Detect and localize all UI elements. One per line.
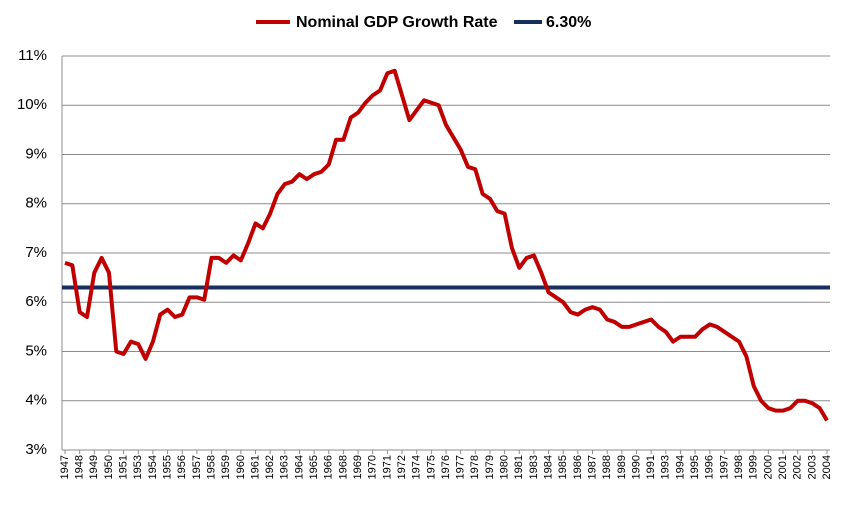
x-tick-label: 1948 <box>74 455 86 479</box>
x-tick-label: 1964 <box>293 455 305 479</box>
x-tick-label: 1998 <box>733 455 745 479</box>
y-tick-label: 3% <box>25 441 47 458</box>
y-tick-label: 4% <box>25 392 47 409</box>
x-tick-label: 1968 <box>337 455 349 479</box>
x-tick-label: 1977 <box>455 455 467 479</box>
x-tick-label: 1976 <box>440 455 452 479</box>
x-tick-label: 1947 <box>59 455 71 479</box>
x-tick-label: 1983 <box>528 455 540 479</box>
x-tick-label: 1971 <box>381 455 393 479</box>
x-tick-label: 1988 <box>601 455 613 479</box>
x-tick-label: 1995 <box>689 455 701 479</box>
x-tick-label: 1978 <box>469 455 481 479</box>
x-tick-label: 1979 <box>484 455 496 479</box>
legend-label: 6.30% <box>546 14 591 31</box>
x-tick-label: 1996 <box>704 455 716 479</box>
x-tick-label: 1987 <box>586 455 598 479</box>
x-tick-label: 1985 <box>557 455 569 479</box>
x-tick-label: 1981 <box>513 455 525 479</box>
x-tick-label: 1999 <box>748 455 760 479</box>
x-tick-label: 1951 <box>118 455 130 479</box>
x-tick-label: 1959 <box>220 455 232 479</box>
y-tick-label: 11% <box>18 47 47 64</box>
legend-label: Nominal GDP Growth Rate <box>296 14 498 31</box>
x-tick-label: 1989 <box>616 455 628 479</box>
x-tick-label: 1962 <box>264 455 276 479</box>
x-tick-label: 1994 <box>674 455 686 479</box>
y-tick-label: 7% <box>25 244 47 261</box>
x-tick-label: 1957 <box>191 455 203 479</box>
x-tick-label: 1997 <box>718 455 730 479</box>
x-tick-label: 1991 <box>645 455 657 479</box>
x-tick-label: 1980 <box>499 455 511 479</box>
x-tick-label: 1955 <box>161 455 173 479</box>
x-tick-label: 1958 <box>205 455 217 479</box>
x-tick-label: 1969 <box>352 455 364 479</box>
x-tick-label: 1965 <box>308 455 320 479</box>
x-tick-label: 1950 <box>103 455 115 479</box>
x-tick-label: 1966 <box>323 455 335 479</box>
data-line <box>64 68 829 422</box>
x-tick-label: 1963 <box>279 455 291 479</box>
x-tick-label: 1954 <box>147 455 159 479</box>
x-tick-label: 1956 <box>176 455 188 479</box>
x-tick-label: 1975 <box>425 455 437 479</box>
x-tick-label: 1953 <box>132 455 144 479</box>
x-tick-label: 2002 <box>792 455 804 479</box>
x-tick-label: 1984 <box>542 455 554 479</box>
x-tick-label: 2000 <box>762 455 774 479</box>
y-tick-label: 10% <box>17 96 47 113</box>
x-tick-label: 1972 <box>396 455 408 479</box>
x-tick-label: 2001 <box>777 455 789 479</box>
x-tick-label: 1986 <box>572 455 584 479</box>
x-tick-label: 1961 <box>249 455 261 479</box>
x-tick-label: 1970 <box>367 455 379 479</box>
x-tick-label: 2004 <box>821 455 833 479</box>
x-tick-label: 1974 <box>411 455 423 479</box>
y-tick-label: 5% <box>25 342 47 359</box>
x-tick-label: 1960 <box>235 455 247 479</box>
x-tick-label: 1993 <box>660 455 672 479</box>
y-tick-label: 9% <box>25 145 47 162</box>
x-tick-label: 2003 <box>806 455 818 479</box>
x-tick-label: 1949 <box>88 455 100 479</box>
y-tick-label: 8% <box>25 195 47 212</box>
x-tick-label: 1990 <box>630 455 642 479</box>
y-tick-label: 6% <box>25 293 47 310</box>
